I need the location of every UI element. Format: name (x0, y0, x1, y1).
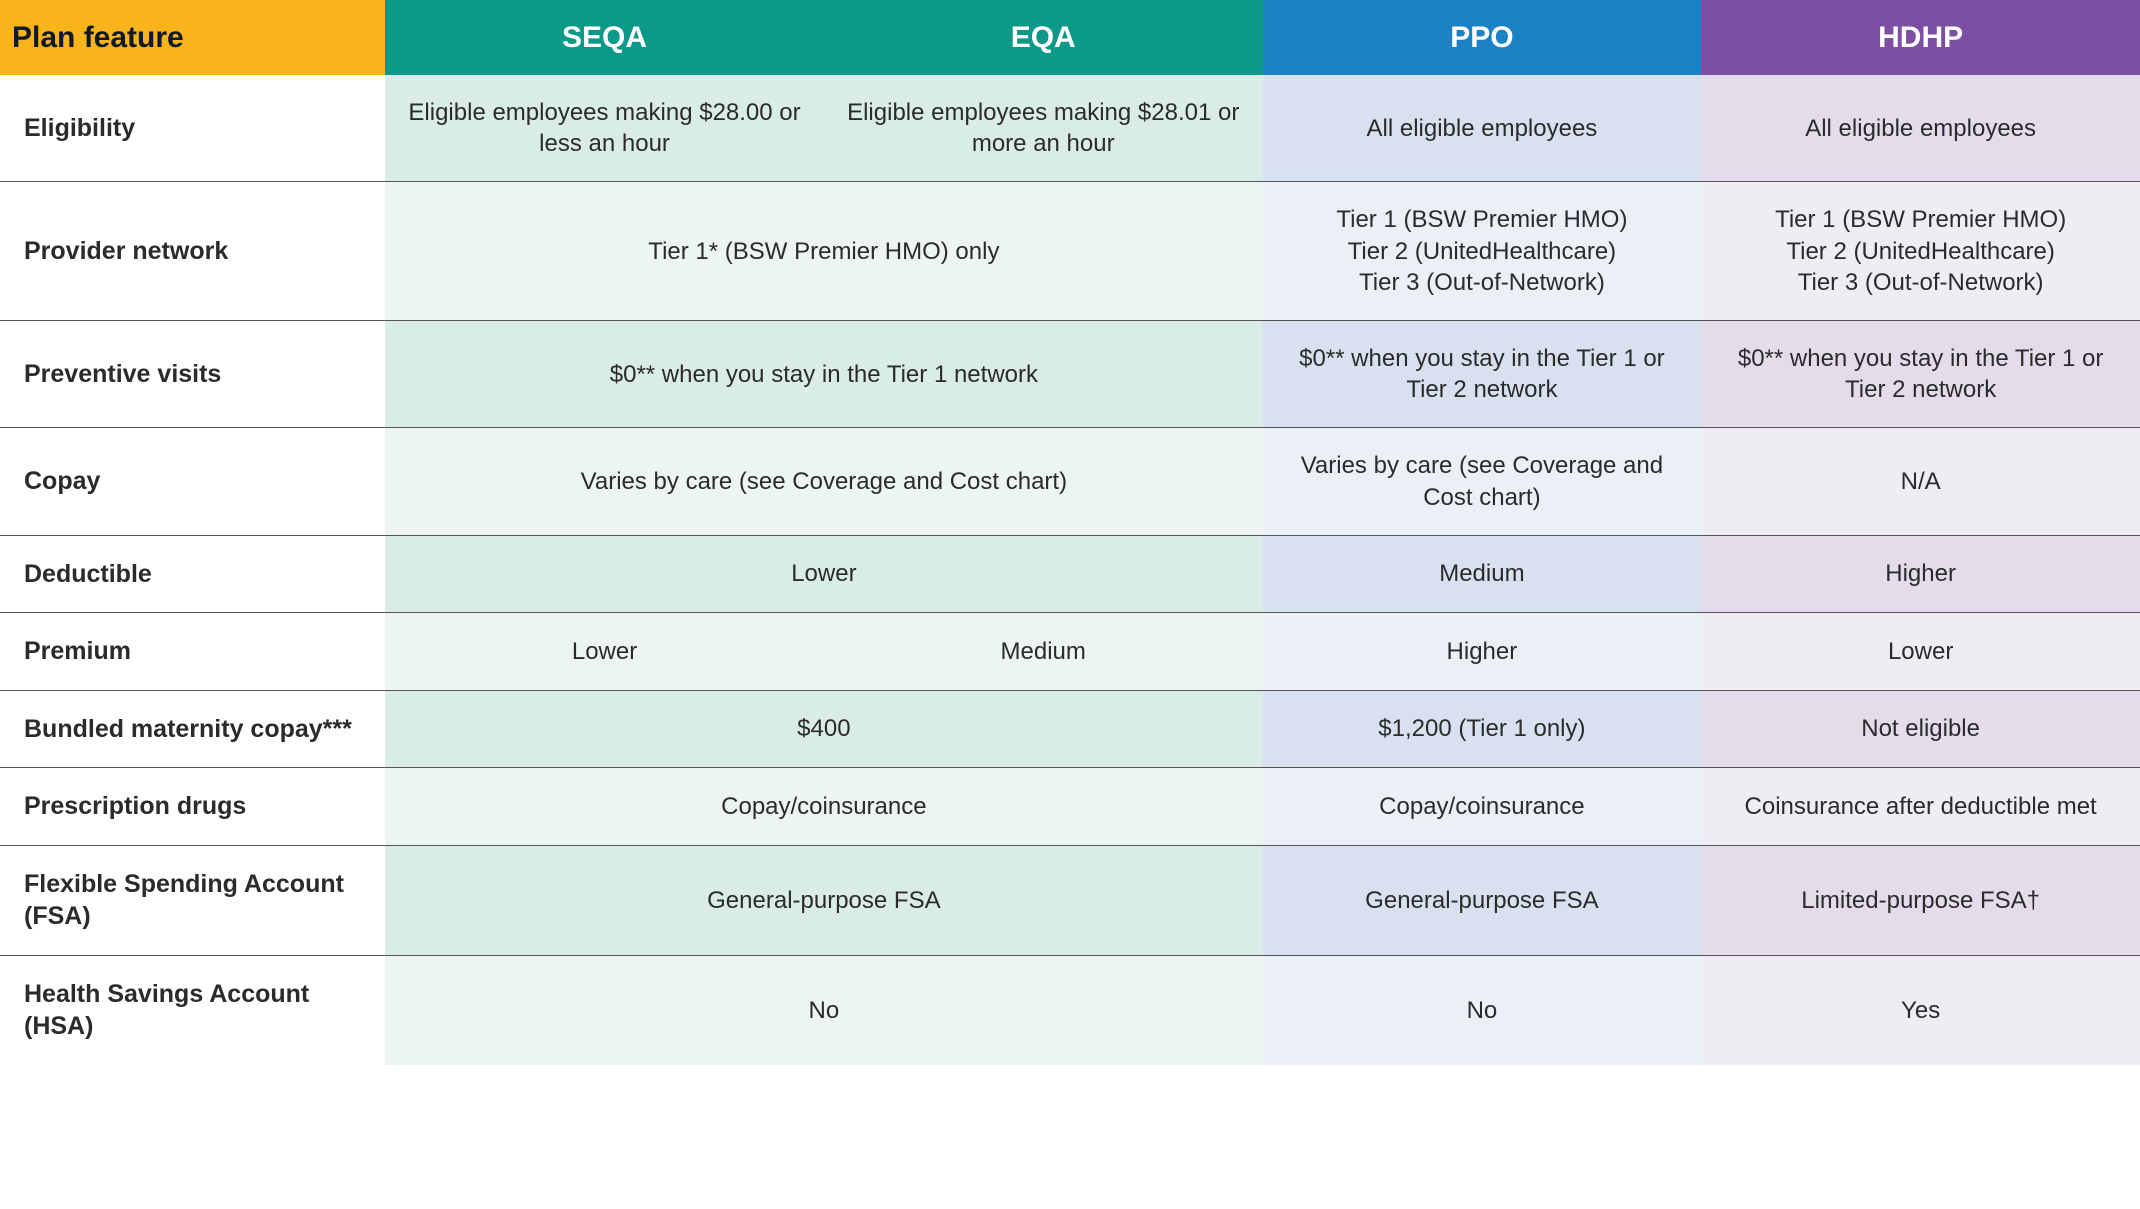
cell-maternity-hdhp: Not eligible (1701, 690, 2140, 768)
rowlabel-provider-network: Provider network (0, 182, 385, 321)
header-eqa: EQA (824, 0, 1263, 75)
cell-preventive-visits-seqa: $0** when you stay in the Tier 1 network (385, 320, 1262, 427)
cell-provider-network-hdhp: Tier 1 (BSW Premier HMO)Tier 2 (UnitedHe… (1701, 182, 2140, 321)
rowlabel-preventive-visits: Preventive visits (0, 320, 385, 427)
cell-copay-seqa: Varies by care (see Coverage and Cost ch… (385, 428, 1262, 535)
cell-provider-network-ppo: Tier 1 (BSW Premier HMO)Tier 2 (UnitedHe… (1263, 182, 1702, 321)
row-provider-network: Provider networkTier 1* (BSW Premier HMO… (0, 182, 2140, 321)
rowlabel-deductible: Deductible (0, 535, 385, 613)
row-hsa: Health Savings Account (HSA)NoNoYes (0, 955, 2140, 1065)
cell-fsa-hdhp: Limited-purpose FSA† (1701, 845, 2140, 955)
header-ppo: PPO (1263, 0, 1702, 75)
rowlabel-premium: Premium (0, 613, 385, 691)
row-rx: Prescription drugsCopay/coinsuranceCopay… (0, 768, 2140, 846)
rowlabel-copay: Copay (0, 428, 385, 535)
cell-preventive-visits-hdhp: $0** when you stay in the Tier 1 or Tier… (1701, 320, 2140, 427)
cell-deductible-hdhp: Higher (1701, 535, 2140, 613)
row-premium: PremiumLowerMediumHigherLower (0, 613, 2140, 691)
rowlabel-eligibility: Eligibility (0, 75, 385, 182)
cell-maternity-ppo: $1,200 (Tier 1 only) (1263, 690, 1702, 768)
cell-copay-ppo: Varies by care (see Coverage and Cost ch… (1263, 428, 1702, 535)
row-maternity: Bundled maternity copay***$400$1,200 (Ti… (0, 690, 2140, 768)
cell-maternity-seqa: $400 (385, 690, 1262, 768)
cell-premium-hdhp: Lower (1701, 613, 2140, 691)
header-hdhp: HDHP (1701, 0, 2140, 75)
row-deductible: DeductibleLowerMediumHigher (0, 535, 2140, 613)
cell-premium-ppo: Higher (1263, 613, 1702, 691)
plan-comparison-table: Plan featureSEQAEQAPPOHDHPEligibilityEli… (0, 0, 2140, 1065)
cell-copay-hdhp: N/A (1701, 428, 2140, 535)
cell-eligibility-hdhp: All eligible employees (1701, 75, 2140, 182)
cell-rx-ppo: Copay/coinsurance (1263, 768, 1702, 846)
cell-provider-network-seqa: Tier 1* (BSW Premier HMO) only (385, 182, 1262, 321)
rowlabel-fsa: Flexible Spending Account (FSA) (0, 845, 385, 955)
cell-preventive-visits-ppo: $0** when you stay in the Tier 1 or Tier… (1263, 320, 1702, 427)
rowlabel-maternity: Bundled maternity copay*** (0, 690, 385, 768)
header-row: Plan featureSEQAEQAPPOHDHP (0, 0, 2140, 75)
rowlabel-hsa: Health Savings Account (HSA) (0, 955, 385, 1065)
cell-hsa-seqa: No (385, 955, 1262, 1065)
row-eligibility: EligibilityEligible employees making $28… (0, 75, 2140, 182)
row-fsa: Flexible Spending Account (FSA)General-p… (0, 845, 2140, 955)
row-preventive-visits: Preventive visits$0** when you stay in t… (0, 320, 2140, 427)
cell-hsa-ppo: No (1263, 955, 1702, 1065)
cell-premium-eqa: Medium (824, 613, 1263, 691)
cell-eligibility-ppo: All eligible employees (1263, 75, 1702, 182)
table-body: Plan featureSEQAEQAPPOHDHPEligibilityEli… (0, 0, 2140, 1065)
header-feature: Plan feature (0, 0, 385, 75)
cell-rx-seqa: Copay/coinsurance (385, 768, 1262, 846)
row-copay: CopayVaries by care (see Coverage and Co… (0, 428, 2140, 535)
cell-hsa-hdhp: Yes (1701, 955, 2140, 1065)
header-seqa: SEQA (385, 0, 824, 75)
cell-premium-seqa: Lower (385, 613, 824, 691)
cell-fsa-ppo: General-purpose FSA (1263, 845, 1702, 955)
cell-fsa-seqa: General-purpose FSA (385, 845, 1262, 955)
cell-deductible-seqa: Lower (385, 535, 1262, 613)
cell-rx-hdhp: Coinsurance after deductible met (1701, 768, 2140, 846)
cell-eligibility-seqa: Eligible employees making $28.00 or less… (385, 75, 824, 182)
cell-eligibility-eqa: Eligible employees making $28.01 or more… (824, 75, 1263, 182)
cell-deductible-ppo: Medium (1263, 535, 1702, 613)
rowlabel-rx: Prescription drugs (0, 768, 385, 846)
